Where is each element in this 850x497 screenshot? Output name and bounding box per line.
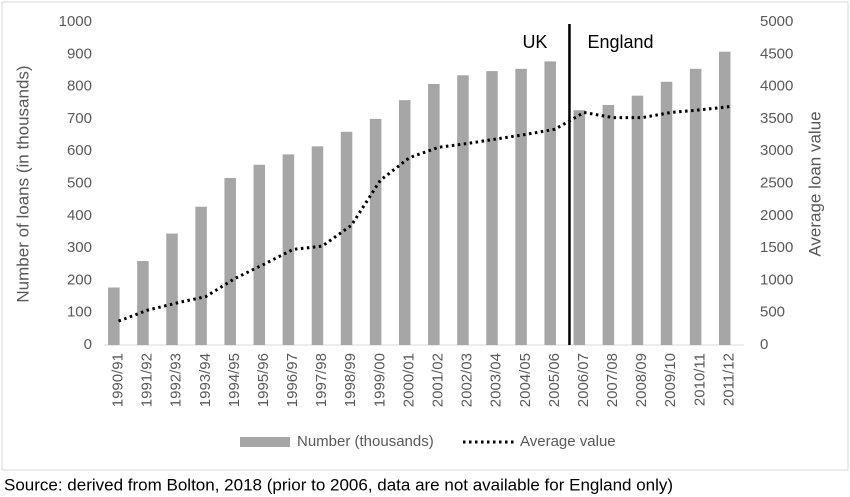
bar <box>457 75 469 346</box>
y-tick-label: 700 <box>67 110 92 127</box>
x-tick-label: 1997/98 <box>313 353 330 407</box>
bar <box>631 95 644 345</box>
x-tick-label: 1999/00 <box>371 353 388 407</box>
legend-label: Number (thousands) <box>297 433 434 450</box>
x-tick-label: 2008/09 <box>633 353 650 407</box>
bar <box>689 68 702 346</box>
x-tick-label: 1995/96 <box>255 353 272 407</box>
bar <box>340 131 353 345</box>
y2-tick-label: 2000 <box>760 207 793 224</box>
x-tick-label: 2002/03 <box>459 353 476 407</box>
bar <box>195 206 207 345</box>
y-tick-label: 600 <box>67 142 92 159</box>
y2-tick-label: 2500 <box>760 174 793 191</box>
x-tick-label: 2011/12 <box>720 353 737 406</box>
bar <box>137 261 149 345</box>
y2-tick-label: 5000 <box>760 13 793 30</box>
y-tick-label: 400 <box>67 207 92 224</box>
x-tick-label: 1991/92 <box>139 353 156 407</box>
bar <box>369 118 382 346</box>
bar <box>311 146 324 345</box>
y-tick-label: 500 <box>67 174 92 191</box>
bar <box>428 84 440 346</box>
y-tick-label: 900 <box>67 45 92 62</box>
bar <box>602 105 615 345</box>
y-tick-label: 800 <box>67 78 92 95</box>
line-series <box>118 105 730 323</box>
y-axis-label: Number of loans (in thousands) <box>13 65 32 302</box>
y2-tick-label: 3000 <box>760 142 793 159</box>
y-tick-label: 300 <box>67 239 92 256</box>
x-tick-label: 1992/93 <box>168 353 185 407</box>
annotation: England <box>587 32 653 52</box>
y-tick-label: 0 <box>84 336 92 353</box>
y2-tick-label: 3500 <box>760 110 793 127</box>
y2-tick-label: 1500 <box>760 239 793 256</box>
bar <box>398 100 411 345</box>
bar <box>515 68 527 346</box>
annotation: UK <box>522 32 547 52</box>
x-tick-label: 1993/94 <box>197 353 214 407</box>
y2-axis-label: Average loan value <box>805 111 824 256</box>
y2-tick-label: 0 <box>760 336 768 353</box>
y2-tick-label: 1000 <box>760 271 793 288</box>
chart-frame <box>1 1 849 471</box>
x-tick-label: 2009/10 <box>662 353 679 407</box>
y-tick-label: 1000 <box>59 13 92 30</box>
legend-label: Average value <box>520 433 616 450</box>
source-note: Source: derived from Bolton, 2018 (prior… <box>4 475 673 494</box>
y2-tick-label: 4000 <box>760 78 793 95</box>
bar <box>224 178 236 345</box>
x-tick-label: 2004/05 <box>517 353 534 407</box>
x-tick-label: 1990/91 <box>110 353 127 407</box>
bar <box>108 287 120 345</box>
bar <box>660 81 673 345</box>
y2-tick-label: 500 <box>760 304 785 321</box>
x-tick-label: 1996/97 <box>284 353 301 407</box>
x-tick-label: 2003/04 <box>488 353 505 407</box>
x-tick-label: 2000/01 <box>400 353 417 407</box>
x-tick-label: 2006/07 <box>575 353 592 407</box>
bar <box>282 154 295 345</box>
x-tick-label: 2010/11 <box>691 353 708 406</box>
y2-tick-label: 4500 <box>760 45 793 62</box>
bar <box>486 71 498 345</box>
x-tick-label: 2005/06 <box>546 353 563 407</box>
y-tick-label: 200 <box>67 271 92 288</box>
x-tick-label: 2001/02 <box>430 353 447 407</box>
bar <box>718 51 731 345</box>
x-tick-label: 1994/95 <box>226 353 243 407</box>
bar <box>573 110 586 345</box>
legend-swatch <box>240 437 290 447</box>
y-tick-label: 100 <box>67 304 92 321</box>
bar <box>253 164 266 345</box>
bar <box>544 61 556 345</box>
bar <box>166 233 178 345</box>
x-tick-label: 1998/99 <box>342 353 359 407</box>
x-tick-label: 2007/08 <box>604 353 621 407</box>
